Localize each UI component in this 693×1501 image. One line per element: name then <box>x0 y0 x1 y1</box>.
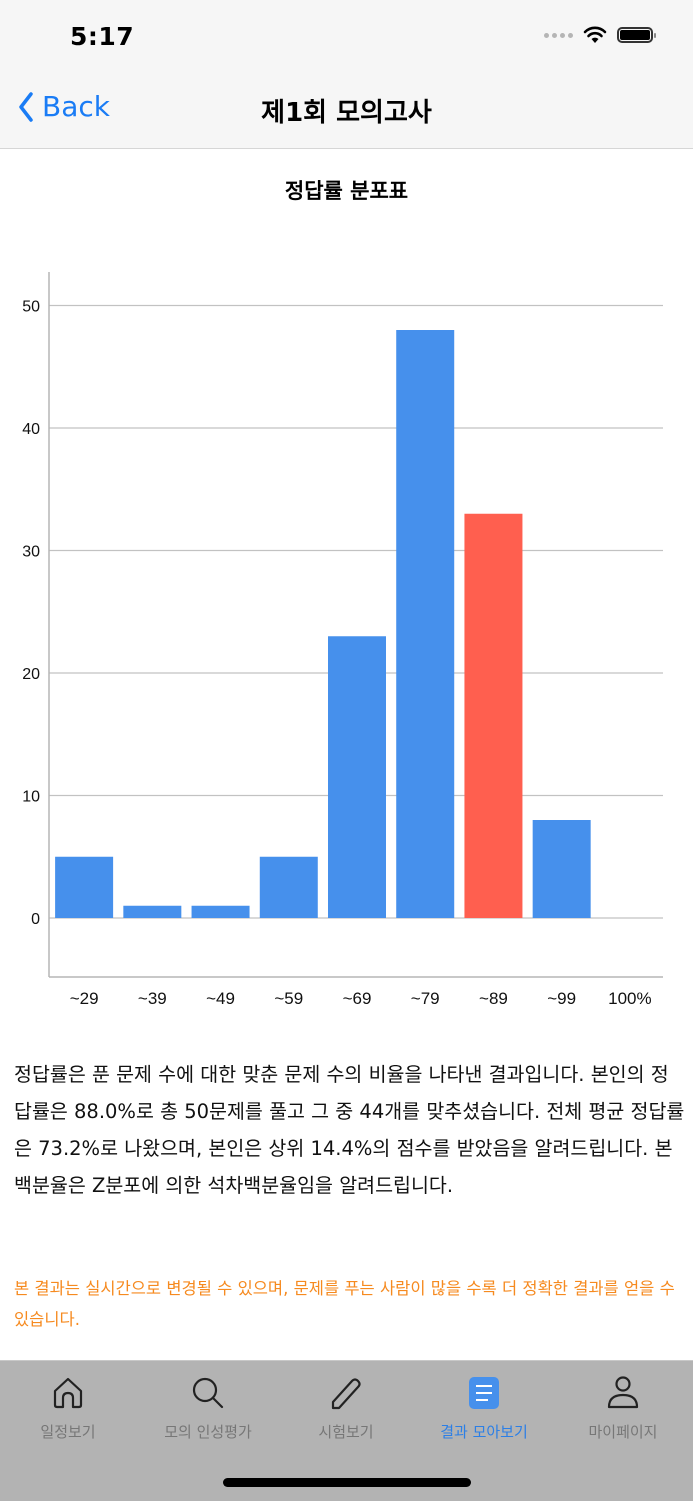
home-indicator <box>223 1478 471 1487</box>
bar <box>55 856 114 918</box>
x-tick-label: ~49 <box>206 989 235 1008</box>
home-icon <box>53 1377 83 1409</box>
tab-mypage[interactable]: 마이페이지 <box>554 1373 692 1442</box>
back-button[interactable]: Back <box>18 90 110 123</box>
tab-label: 마이페이지 <box>588 1423 658 1441</box>
wifi-icon <box>583 26 607 43</box>
chevron-left-icon <box>19 91 33 122</box>
result-description: 정답률은 푼 문제 수에 대한 맞춘 문제 수의 비율을 나타낸 결과입니다. … <box>14 1063 685 1197</box>
bar <box>396 330 455 918</box>
search-icon <box>192 1377 224 1409</box>
bar <box>123 905 182 918</box>
bar <box>328 636 386 918</box>
y-tick-label: 20 <box>22 666 40 683</box>
tab-bar: 일정보기 모의 인성평가 시험보기 결과 모아보기 마이페이지 <box>0 1360 693 1501</box>
status-time: 5:17 <box>70 22 135 51</box>
pencil-icon <box>331 1378 361 1410</box>
x-tick-label: ~39 <box>138 989 167 1008</box>
x-tick-label: ~99 <box>547 989 576 1008</box>
x-tick-label: 100% <box>608 989 651 1008</box>
y-tick-label: 0 <box>31 911 40 928</box>
tab-label: 시험보기 <box>318 1423 374 1441</box>
y-tick-label: 10 <box>22 789 40 806</box>
navigation-header: 5:17 Back 제1회 모의고사 <box>0 0 693 149</box>
person-icon <box>607 1376 639 1409</box>
bar <box>532 820 591 918</box>
x-tick-label: ~89 <box>479 989 508 1008</box>
tab-label: 결과 모아보기 <box>440 1423 528 1441</box>
bar <box>259 856 318 918</box>
y-tick-label: 30 <box>22 544 40 561</box>
x-tick-label: ~59 <box>274 989 303 1008</box>
status-icons <box>544 26 656 44</box>
score-distribution-chart: 0 10 20 30 40 50 ~29 ~39 ~49 ~59 ~69 ~79 ~89 ~99 100% <box>22 272 663 1008</box>
bar <box>191 905 250 918</box>
tab-mock-personality[interactable]: 모의 인성평가 <box>139 1373 277 1442</box>
x-tick-label: ~69 <box>343 989 372 1008</box>
back-label: Back <box>42 90 110 123</box>
y-tick-label: 50 <box>22 299 40 316</box>
tab-take-exam[interactable]: 시험보기 <box>277 1373 415 1442</box>
y-tick-label: 40 <box>22 421 40 438</box>
bar <box>464 513 523 918</box>
x-tick-label: ~79 <box>411 989 440 1008</box>
battery-icon <box>617 27 656 43</box>
x-tick-label: ~29 <box>70 989 99 1008</box>
chart-title: 정답률 분포표 <box>284 179 409 203</box>
list-icon <box>469 1377 499 1409</box>
tab-label: 모의 인성평가 <box>164 1423 252 1441</box>
tab-schedule[interactable]: 일정보기 <box>0 1373 137 1442</box>
tab-results[interactable]: 결과 모아보기 <box>415 1373 553 1442</box>
signal-dots-icon <box>544 32 573 38</box>
page-title: 제1회 모의고사 <box>261 98 432 128</box>
tab-label: 일정보기 <box>40 1423 96 1441</box>
realtime-note: 본 결과는 실시간으로 변경될 수 있으며, 문제를 푸는 사람이 많을 수록 … <box>14 1279 675 1329</box>
